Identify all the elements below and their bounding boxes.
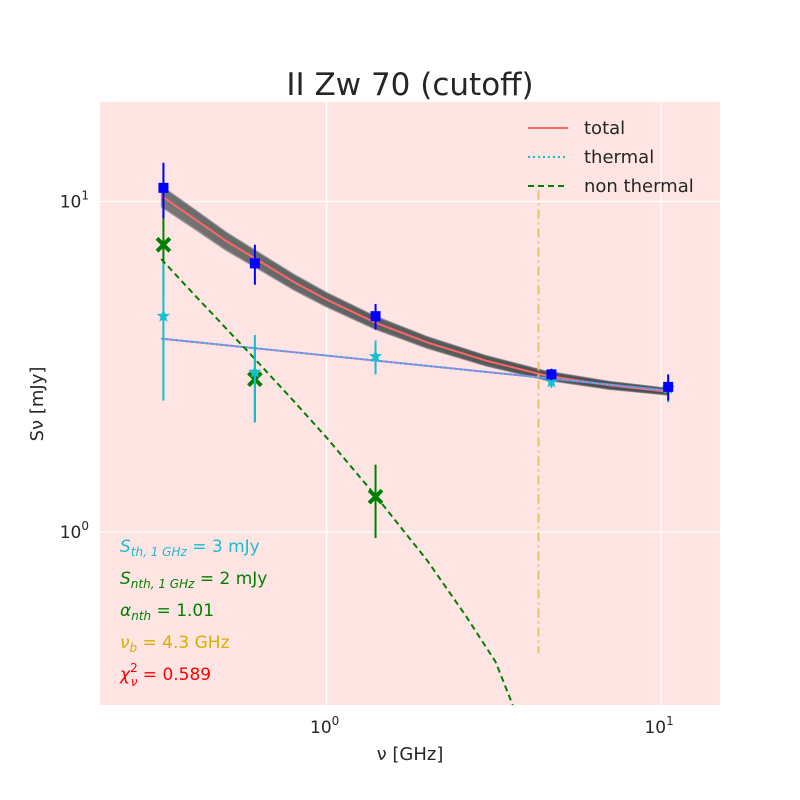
- thermal-point: [248, 365, 262, 378]
- data-points: [155, 162, 675, 538]
- thermal-sample-line: [161, 337, 669, 392]
- thermal-point: [368, 349, 383, 363]
- non-thermal-line: [160, 258, 514, 706]
- annotation: χ2 ν = 0.589: [119, 661, 211, 689]
- nonthermal-point: [155, 236, 172, 253]
- annotation: Sth, 1 GHz = 3 mJy: [120, 537, 260, 559]
- legend-label: thermal: [584, 147, 654, 168]
- legend-label: total: [584, 118, 625, 139]
- chart-title: II Zw 70 (cutoff): [286, 67, 533, 103]
- annotation: αnth = 1.01: [120, 601, 214, 623]
- thermal-point: [544, 374, 559, 388]
- observed-point: [249, 258, 260, 269]
- legend-label: non thermal: [584, 176, 694, 197]
- plot-background: [100, 102, 720, 705]
- x-axis-label: ν [GHz]: [377, 744, 444, 765]
- y-tick-label: 100: [60, 519, 89, 543]
- thermal-point: [156, 309, 171, 322]
- x-tick-label: 101: [644, 714, 673, 738]
- observed-point: [663, 381, 674, 392]
- model-lines: [160, 190, 669, 706]
- x-tick-label: 100: [310, 714, 339, 738]
- y-tick-label: 101: [60, 189, 89, 213]
- fit-annotations: Sth, 1 GHz = 3 mJy Snth, 1 GHz = 2 mJy αnt…: [119, 537, 267, 689]
- observed-point: [370, 311, 381, 322]
- grid: [100, 102, 720, 705]
- nonthermal-point: [367, 488, 384, 505]
- legend: total thermal non thermal: [528, 118, 694, 197]
- observed-point: [158, 182, 169, 193]
- annotation: Snth, 1 GHz = 2 mJy: [120, 569, 267, 591]
- observed-point: [546, 369, 557, 380]
- y-axis-label: Sν [mJy]: [27, 367, 48, 442]
- annotation: νb = 4.3 GHz: [120, 633, 230, 655]
